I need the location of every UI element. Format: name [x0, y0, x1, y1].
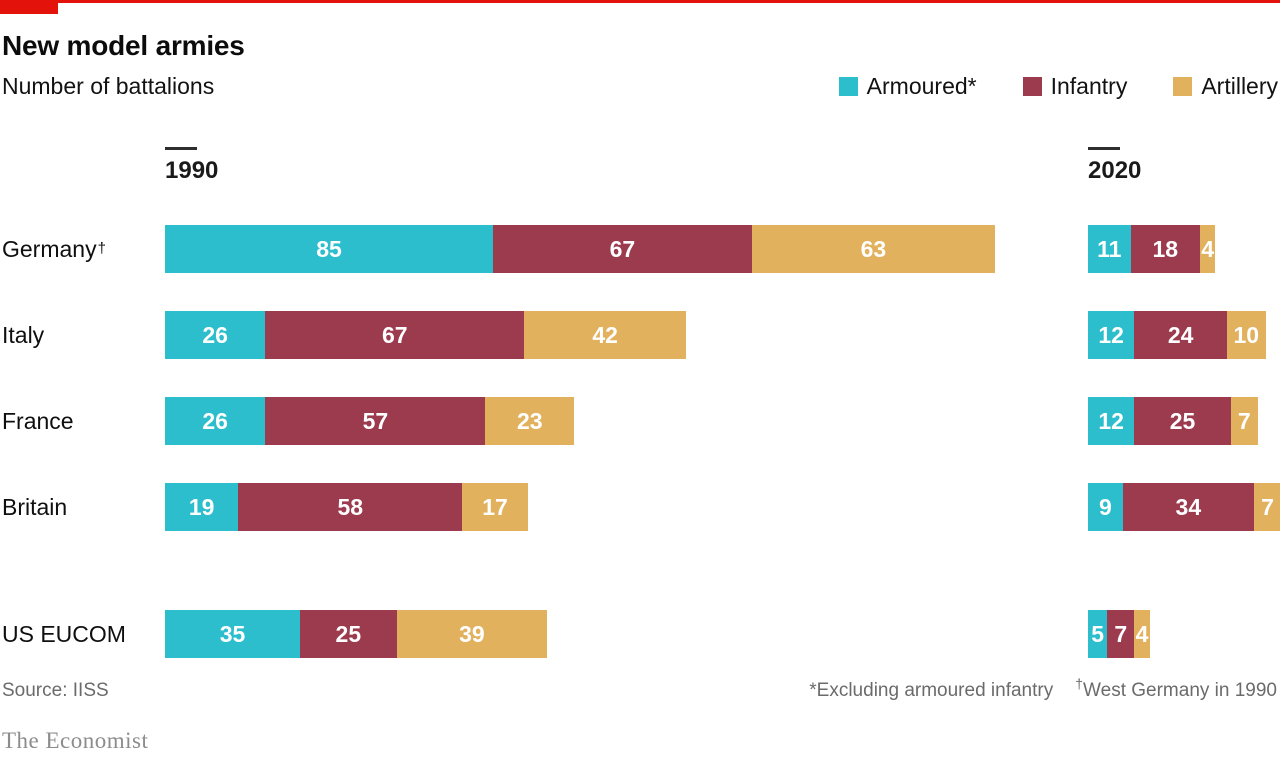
segment-artillery-1990-italy: 42	[524, 311, 687, 359]
segment-infantry-1990-italy: 67	[265, 311, 525, 359]
year-header-2020: 2020	[1088, 147, 1141, 185]
bar-1990-france: 26 57 23	[165, 397, 575, 445]
chart-title: New model armies	[2, 30, 245, 61]
segment-infantry-2020-britain: 34	[1122, 483, 1254, 531]
segment-artillery-2020-us-eucom: 4	[1134, 610, 1150, 658]
row-label-us-eucom: US EUCOM	[2, 620, 126, 647]
legend-swatch-infantry	[1022, 77, 1042, 96]
segment-artillery-2020-britain: 7	[1253, 483, 1280, 531]
segment-infantry-1990-germany: 67	[493, 225, 752, 273]
year-header-1990: 1990	[165, 147, 218, 185]
legend-label-artillery: Artillery	[1201, 73, 1278, 99]
footnote-germany: †West Germany in 1990	[1075, 677, 1277, 702]
legend-item-infantry: Infantry	[1022, 73, 1128, 100]
year-label-1990: 1990	[165, 157, 219, 184]
bar-2020-germany: 11 18 4	[1088, 225, 1216, 273]
segment-armoured-2020-britain: 9	[1088, 483, 1123, 531]
bar-1990-germany: 85 67 63	[165, 225, 995, 273]
segment-armoured-2020-italy: 12	[1088, 311, 1135, 359]
legend-item-artillery: Artillery	[1173, 73, 1278, 100]
segment-infantry-1990-us-eucom: 25	[300, 610, 397, 658]
economist-logo: The Economist	[2, 728, 149, 753]
segment-armoured-1990-france: 26	[165, 397, 266, 445]
segment-infantry-1990-france: 57	[265, 397, 486, 445]
bar-2020-britain: 9 34 7	[1088, 483, 1280, 531]
bar-1990-us-eucom: 35 25 39	[165, 610, 548, 658]
segment-infantry-1990-britain: 58	[238, 483, 463, 531]
segment-infantry-2020-france: 25	[1134, 397, 1231, 445]
row-label-italy: Italy	[2, 321, 45, 348]
segment-armoured-2020-us-eucom: 5	[1088, 610, 1108, 658]
segment-armoured-2020-germany: 11	[1088, 225, 1131, 273]
segment-armoured-1990-britain: 19	[165, 483, 239, 531]
chart-subtitle: Number of battalions	[2, 73, 215, 99]
footnote-germany-mark: †	[1075, 675, 1084, 692]
segment-infantry-2020-italy: 24	[1134, 311, 1227, 359]
segment-artillery-1990-britain: 17	[462, 483, 528, 531]
segment-armoured-2020-france: 12	[1088, 397, 1135, 445]
segment-artillery-1990-germany: 63	[751, 225, 995, 273]
legend: Armoured* Infantry Artillery	[838, 73, 1278, 100]
segment-artillery-2020-italy: 10	[1226, 311, 1266, 359]
segment-artillery-2020-france: 7	[1230, 397, 1258, 445]
segment-armoured-1990-us-eucom: 35	[165, 610, 301, 658]
legend-label-infantry: Infantry	[1050, 73, 1128, 99]
footnote-armoured: *Excluding armoured infantry	[809, 680, 1054, 701]
bar-2020-france: 12 25 7	[1088, 397, 1258, 445]
legend-label-armoured: Armoured*	[866, 73, 977, 99]
segment-infantry-2020-us-eucom: 7	[1107, 610, 1135, 658]
year-tick-2020	[1088, 147, 1120, 150]
top-rule-line	[0, 0, 1280, 3]
footnote-germany-text: West Germany in 1990	[1083, 680, 1277, 701]
legend-swatch-armoured	[838, 77, 858, 96]
row-label-britain: Britain	[2, 493, 68, 520]
year-tick-1990	[165, 147, 197, 150]
row-label-germany: Germany †	[2, 235, 106, 262]
segment-artillery-2020-germany: 4	[1200, 225, 1216, 273]
source-note: Source: IISS	[2, 680, 109, 701]
legend-swatch-artillery	[1173, 77, 1193, 96]
segment-infantry-2020-germany: 18	[1130, 225, 1200, 273]
bar-2020-italy: 12 24 10	[1088, 311, 1266, 359]
bar-1990-britain: 19 58 17	[165, 483, 528, 531]
row-label-france: France	[2, 407, 74, 434]
segment-armoured-1990-germany: 85	[165, 225, 494, 273]
economist-red-tab	[0, 0, 58, 14]
segment-armoured-1990-italy: 26	[165, 311, 266, 359]
legend-item-armoured: Armoured*	[838, 73, 977, 100]
segment-artillery-1990-france: 23	[485, 397, 575, 445]
bar-1990-italy: 26 67 42	[165, 311, 687, 359]
year-label-2020: 2020	[1088, 157, 1142, 184]
segment-artillery-1990-us-eucom: 39	[396, 610, 548, 658]
footnotes: *Excluding armoured infantry †West Germa…	[809, 677, 1277, 702]
